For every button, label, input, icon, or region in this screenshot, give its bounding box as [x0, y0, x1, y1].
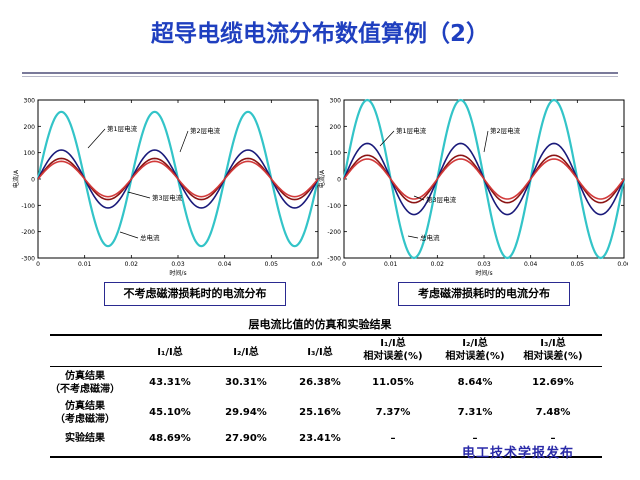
- header-i1-error: I₁/I总 相对误差(%): [363, 338, 423, 362]
- table-cell: 7.48%: [535, 407, 571, 418]
- annotation-leader: [119, 231, 139, 239]
- x-tick-label: 0.01: [384, 261, 398, 268]
- y-tick-label: 0: [31, 177, 35, 184]
- table-bottom-rule: [50, 456, 602, 458]
- table-cell: 29.94%: [225, 407, 267, 418]
- annotation-label: 第3层电流: [152, 193, 183, 202]
- table-cell: 27.90%: [225, 433, 267, 444]
- row-label-experiment: 实验结果: [65, 433, 105, 444]
- table-cell: 30.31%: [225, 377, 267, 388]
- annotation-label: 第1层电流: [107, 124, 138, 133]
- y-tick-label: -300: [21, 256, 35, 263]
- y-tick-label: -100: [327, 203, 341, 210]
- x-tick-label: 0.03: [171, 261, 185, 268]
- table-title: 层电流比值的仿真和实验结果: [248, 318, 392, 331]
- y-tick-label: -200: [21, 229, 35, 236]
- table-header-rule: [50, 366, 602, 367]
- table-cell: 25.16%: [299, 407, 341, 418]
- header-i2: I₂/I总: [233, 347, 259, 358]
- header-i1: I₁/I总: [157, 347, 183, 358]
- x-tick-label: 0.05: [265, 261, 279, 268]
- table-cell: 48.69%: [149, 433, 191, 444]
- row-label-sim-no-hysteresis: 仿真结果 （不考虑磁滞）: [50, 371, 120, 395]
- annotation-leader: [179, 130, 189, 153]
- x-tick-label: 0.05: [571, 261, 585, 268]
- x-tick-label: 0.01: [78, 261, 92, 268]
- x-tick-label: 0.06: [617, 261, 628, 268]
- y-tick-label: 100: [24, 150, 36, 157]
- x-tick-label: 0: [36, 261, 40, 268]
- x-axis-label: 时间/s: [475, 269, 492, 277]
- y-axis-label: 电流/A: [318, 169, 326, 188]
- y-tick-label: 300: [330, 98, 342, 105]
- table-cell: 7.31%: [457, 407, 493, 418]
- annotation-leader: [407, 235, 419, 239]
- annotation-leader: [379, 130, 395, 147]
- y-tick-label: -100: [21, 203, 35, 210]
- y-tick-label: 300: [24, 98, 36, 105]
- x-tick-label: 0.02: [431, 261, 445, 268]
- y-axis-label: 电流/A: [12, 169, 20, 188]
- header-i3: I₃/I总: [307, 347, 333, 358]
- x-tick-label: 0.04: [524, 261, 538, 268]
- annotation-label: 第1层电流: [396, 126, 427, 135]
- header-i2-error: I₂/I总 相对误差(%): [445, 338, 505, 362]
- y-tick-label: 200: [330, 124, 342, 131]
- x-tick-label: 0.02: [125, 261, 139, 268]
- x-tick-label: 0.06: [311, 261, 322, 268]
- series-line: [37, 160, 319, 198]
- table-cell: 8.64%: [457, 377, 493, 388]
- series-line: [343, 158, 625, 200]
- annotation-leader: [483, 130, 489, 153]
- title-divider-thin: [22, 76, 618, 77]
- table-cell: 45.10%: [149, 407, 191, 418]
- x-tick-label: 0: [342, 261, 346, 268]
- annotation-leader: [127, 191, 151, 199]
- table-top-rule: [50, 334, 602, 336]
- table-cell: 12.69%: [532, 377, 574, 388]
- table-cell: –: [550, 433, 556, 444]
- annotation-leader: [413, 195, 425, 201]
- y-tick-label: 0: [337, 177, 341, 184]
- table-cell: 43.31%: [149, 377, 191, 388]
- footer-publisher: 电工技术学报发布: [462, 446, 575, 461]
- table-cell: 26.38%: [299, 377, 341, 388]
- page-title: 超导电缆电流分布数值算例（2）: [150, 21, 489, 47]
- header-i3-error: I₃/I总 相对误差(%): [523, 338, 583, 362]
- table-cell: –: [472, 433, 478, 444]
- annotation-label: 第3层电流: [426, 195, 457, 204]
- y-tick-label: 200: [24, 124, 36, 131]
- table-cell: 7.37%: [375, 407, 411, 418]
- row-label-sim-with-hysteresis: 仿真结果 （考虑磁滞）: [55, 401, 115, 425]
- annotation-label: 总电流: [420, 233, 440, 242]
- caption-no-hysteresis: 不考虑磁滞损耗时的电流分布: [104, 282, 286, 306]
- y-tick-label: -300: [327, 256, 341, 263]
- x-tick-label: 0.03: [477, 261, 491, 268]
- y-tick-label: 100: [330, 150, 342, 157]
- x-axis-label: 时间/s: [169, 269, 186, 277]
- title-divider: [22, 72, 618, 74]
- x-tick-label: 0.04: [218, 261, 232, 268]
- table-cell: –: [390, 433, 396, 444]
- table-cell: 23.41%: [299, 433, 341, 444]
- annotation-leader: [87, 128, 106, 149]
- table-cell: 11.05%: [372, 377, 414, 388]
- annotation-label: 第2层电流: [190, 126, 221, 135]
- annotation-label: 第2层电流: [490, 126, 521, 135]
- y-tick-label: -200: [327, 229, 341, 236]
- annotation-label: 总电流: [140, 233, 160, 242]
- caption-with-hysteresis: 考虑磁滞损耗时的电流分布: [398, 282, 570, 306]
